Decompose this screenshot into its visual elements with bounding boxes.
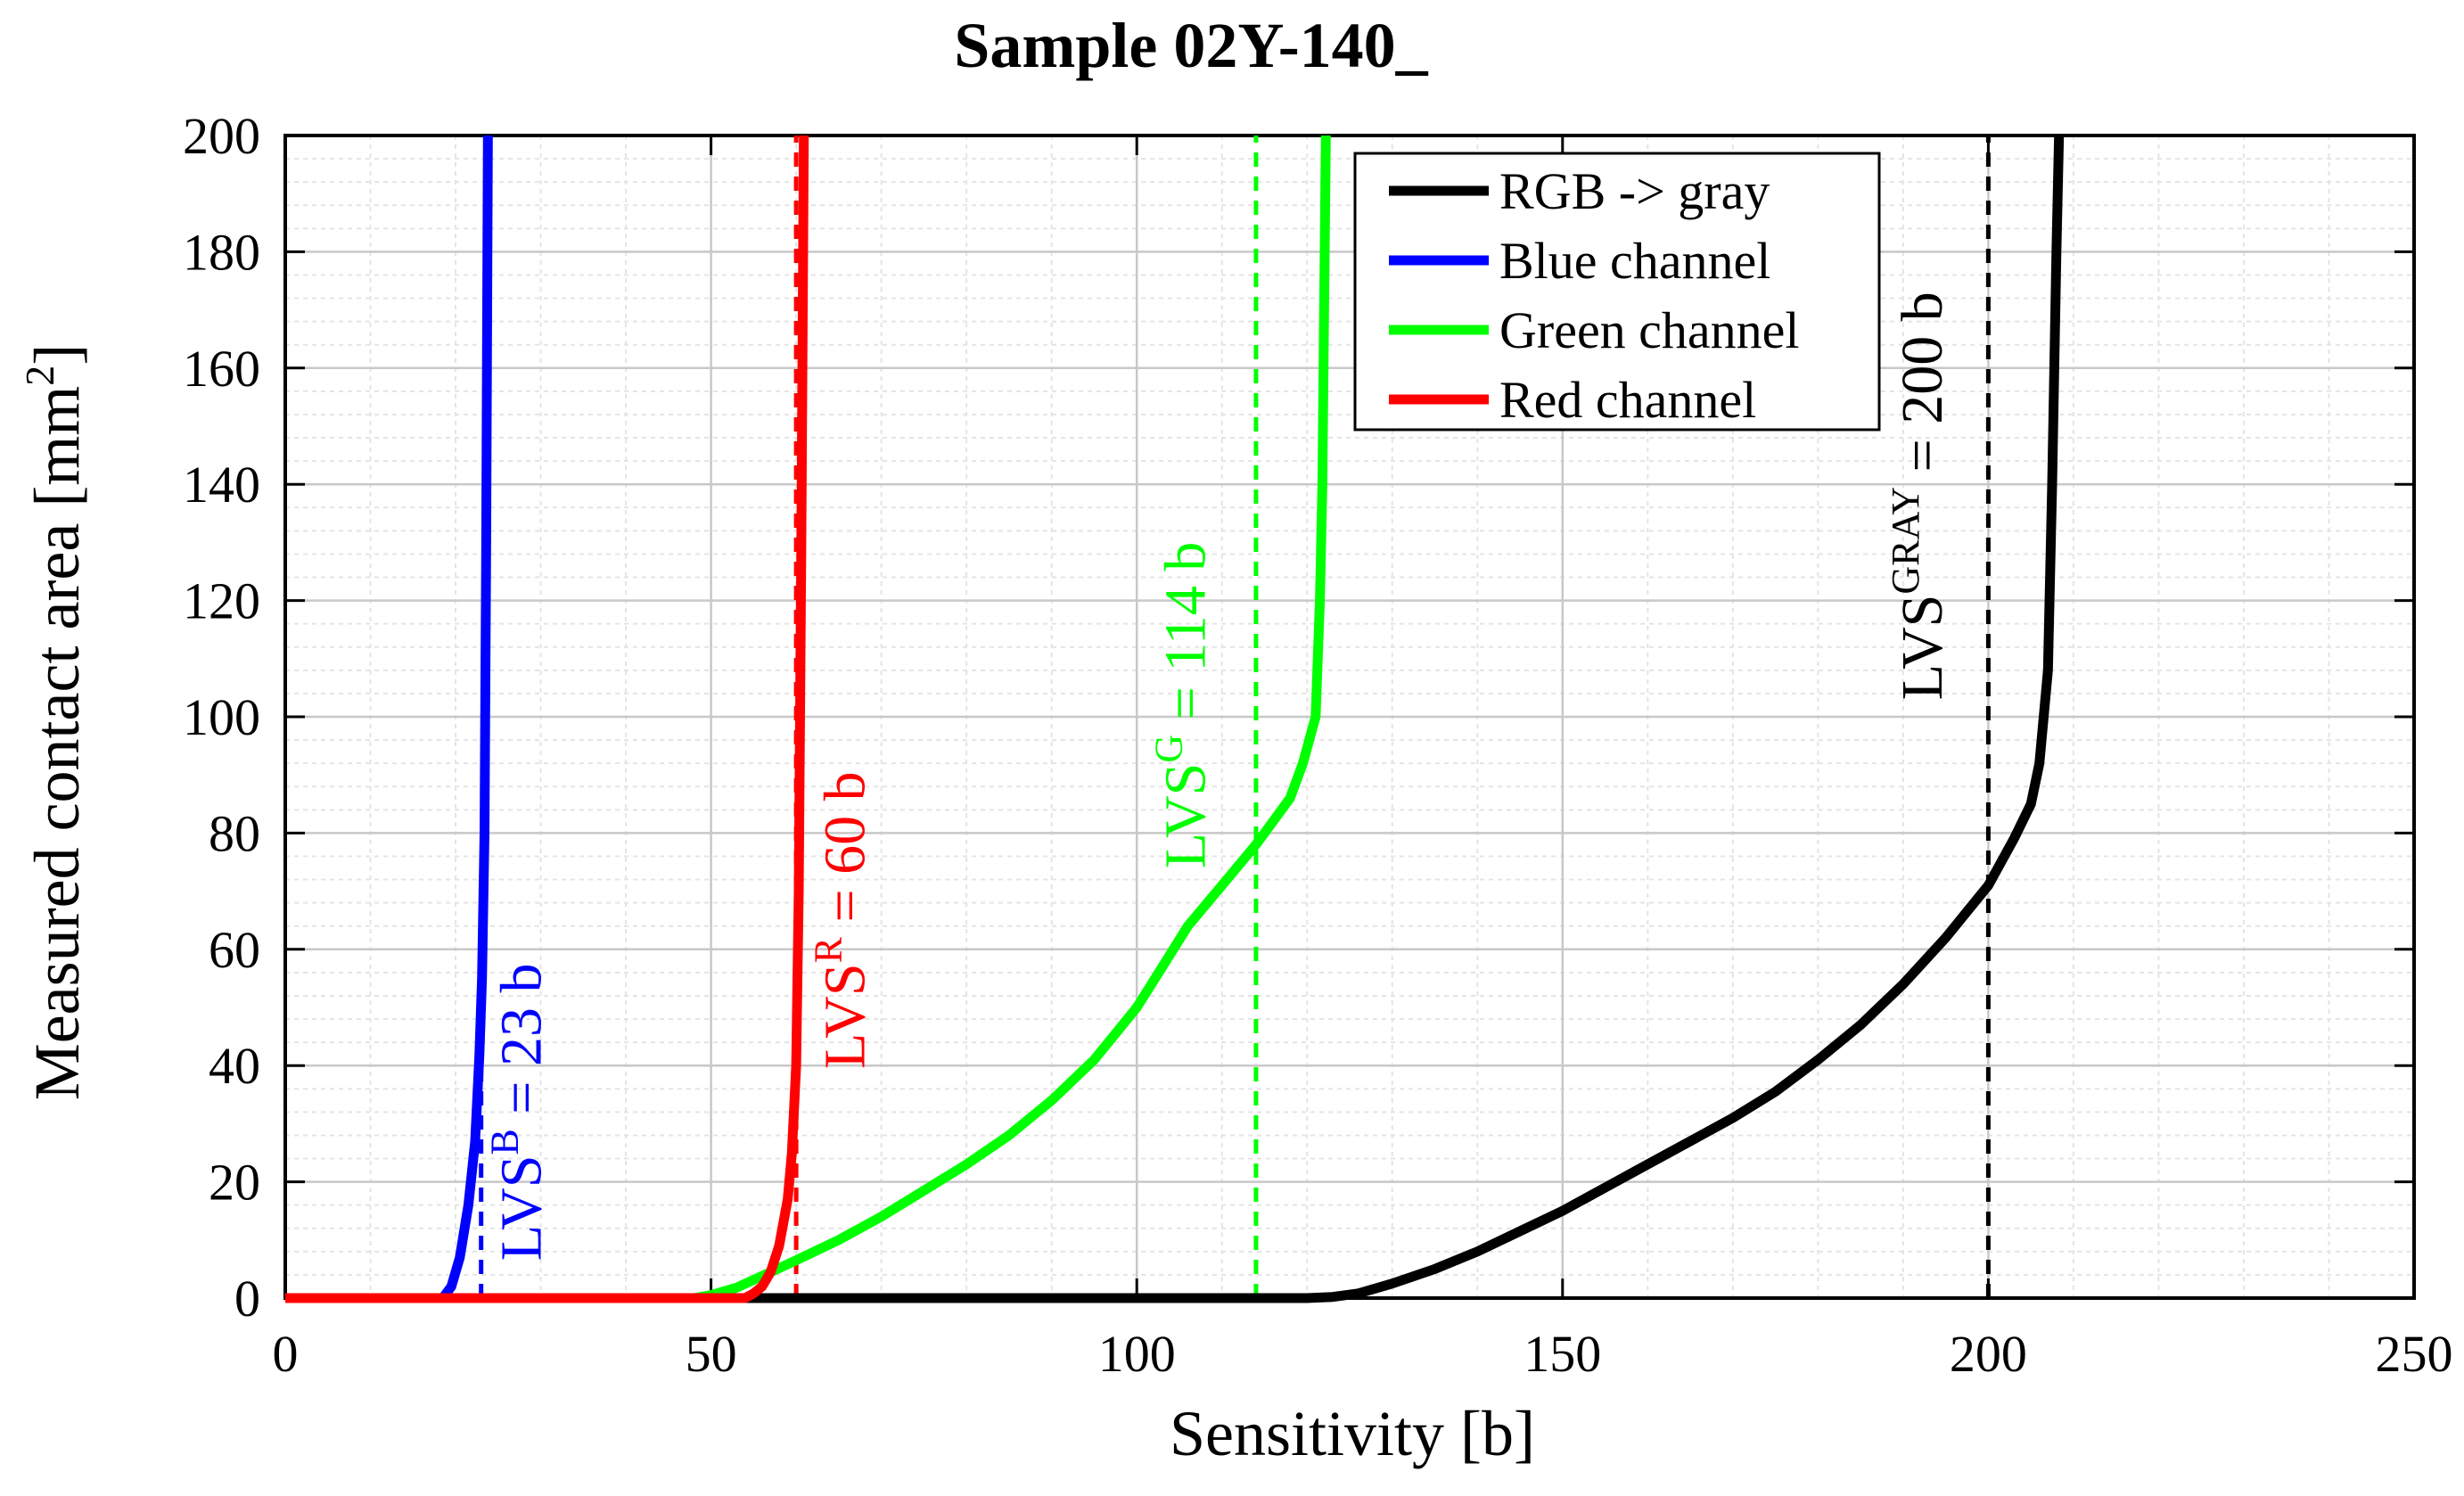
annotation-lvs-gray: LVSGRAY = 200 b (1884, 292, 1955, 700)
y-axis-label-sup: 2 (17, 366, 62, 386)
axes: 0 50 100 150 200 250 0 20 40 60 80 100 120 140 160 180 2… (183, 107, 2453, 1383)
y-tick-label: 80 (209, 804, 260, 862)
y-axis-label-main: Measured contact area [mm (21, 386, 93, 1101)
annotation-text: = 114 b (1154, 542, 1219, 735)
annotation-sup: GRAY (1884, 487, 1927, 595)
legend-label-2: Green channel (1499, 301, 1800, 359)
legend-box (1353, 152, 1881, 432)
grid (283, 134, 2416, 1300)
y-tick-label: 200 (183, 107, 260, 165)
y-tick-label: 140 (183, 456, 260, 514)
x-tick-label: 50 (686, 1325, 737, 1383)
annotation-sup: B (483, 1129, 527, 1155)
series-lines (285, 135, 2065, 1303)
annotation-base: LVS (1154, 763, 1219, 869)
annotation-base: LVS (489, 1155, 554, 1262)
y-tick-label: 60 (209, 921, 260, 979)
legend-label-3: Red channel (1499, 371, 1756, 429)
x-tick-label: 0 (273, 1325, 299, 1383)
annotation-base: LVS (1890, 595, 1955, 701)
annotations: LVSB = 23 b LVSR = 60 b LVSG = 114 b LVSGRA… (483, 292, 1955, 1261)
annotation-sup: R (807, 936, 850, 963)
legend-label-1: Blue channel (1499, 232, 1770, 290)
annotation-lvs-red: LVSR = 60 b (807, 771, 878, 1069)
x-tick-label: 100 (1098, 1325, 1176, 1383)
y-tick-label: 180 (183, 223, 260, 281)
y-axis-label-end: ] (21, 344, 93, 366)
y-tick-label: 40 (209, 1037, 260, 1095)
y-axis-label: Measured contact area [mm2] (17, 344, 93, 1101)
x-axis-label: Sensitivity [b] (1170, 1398, 1535, 1469)
y-tick-label: 100 (183, 688, 260, 746)
annotation-base: LVS (813, 963, 878, 1069)
legend: RGB -> gray Blue channel Green channel Red … (1353, 152, 1881, 432)
y-tick-label: 160 (183, 340, 260, 398)
y-tick-label: 0 (234, 1270, 260, 1327)
y-tick-label: 120 (183, 572, 260, 630)
annotation-lvs-green: LVSG = 114 b (1147, 542, 1219, 869)
annotation-sup: G (1147, 735, 1191, 763)
y-tick-label: 20 (209, 1154, 260, 1212)
series-line-1 (285, 135, 493, 1303)
annotation-lvs-blue: LVSB = 23 b (483, 963, 554, 1261)
annotation-text: = 200 b (1890, 292, 1955, 487)
x-tick-label: 250 (2376, 1325, 2453, 1383)
legend-label-0: RGB -> gray (1499, 162, 1770, 220)
x-tick-label: 150 (1524, 1325, 1601, 1383)
chart-title: Sample 02Y-140_ (954, 10, 1428, 81)
x-tick-label: 200 (1950, 1325, 2027, 1383)
series-line-3 (285, 135, 809, 1303)
annotation-text: = 60 b (813, 771, 878, 937)
series-line-0 (285, 135, 2065, 1303)
annotation-text: = 23 b (489, 963, 554, 1129)
